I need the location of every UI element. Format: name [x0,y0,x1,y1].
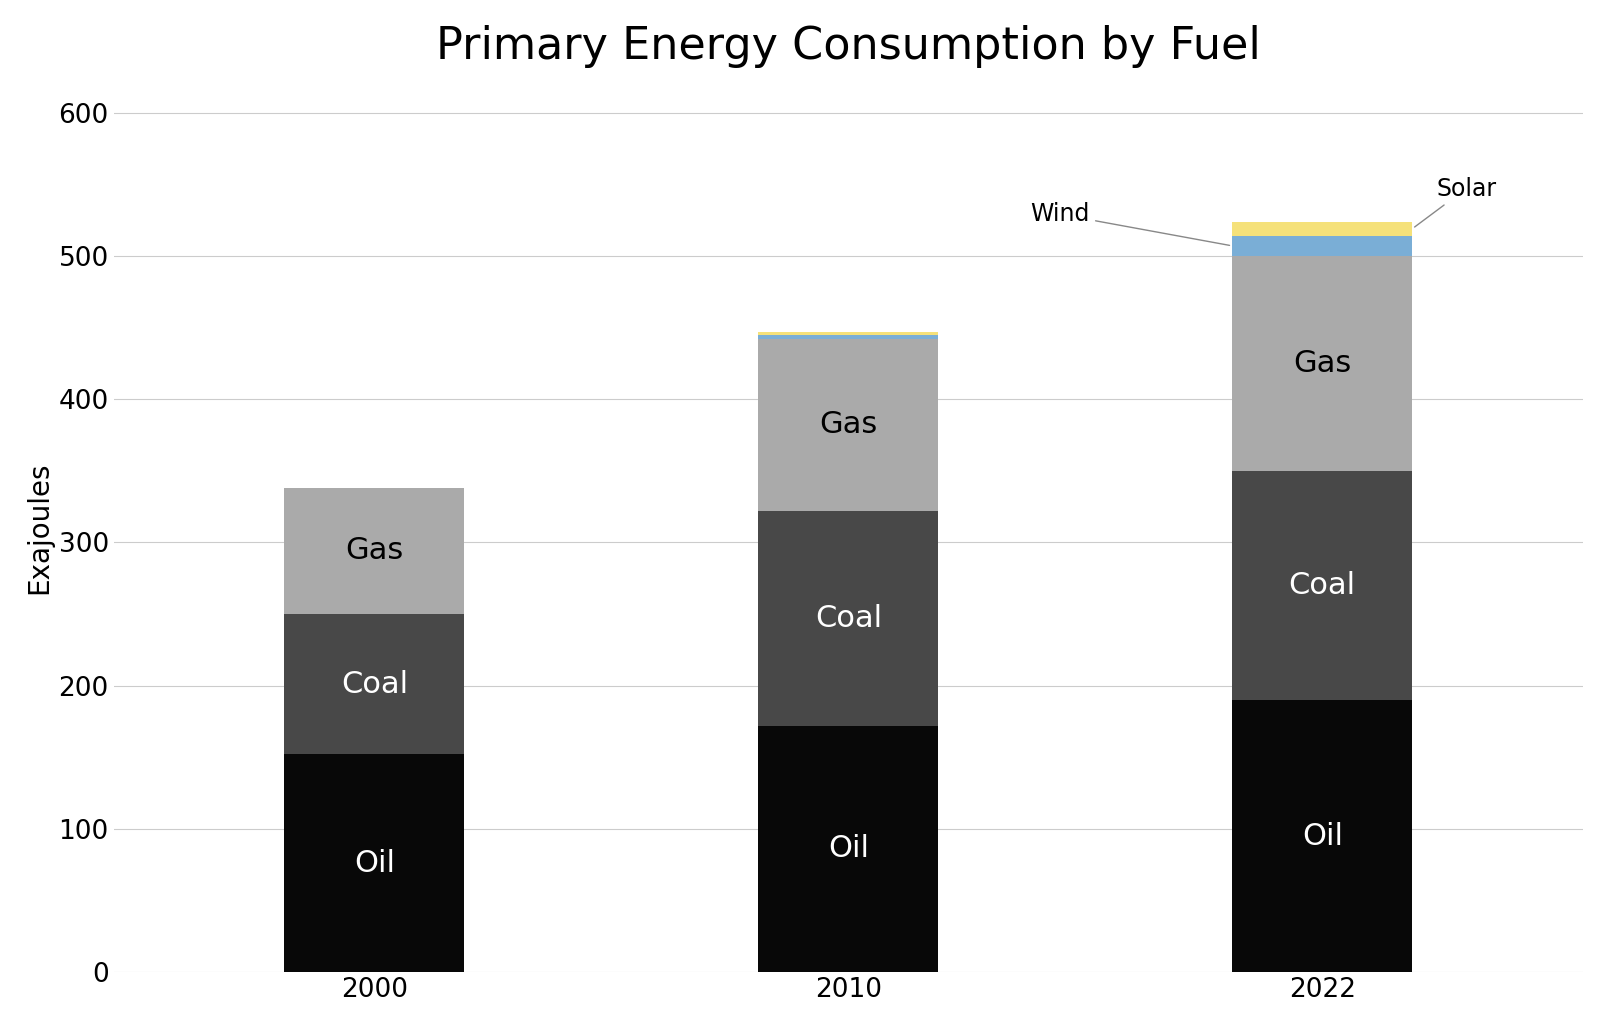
Text: Coal: Coal [1287,571,1355,600]
Y-axis label: Exajoules: Exajoules [26,462,53,594]
Bar [284,488,464,614]
Text: Coal: Coal [341,669,408,699]
Bar [1231,221,1411,235]
Bar [1231,235,1411,256]
Text: Oil: Oil [1302,821,1342,850]
Bar [284,614,464,755]
Bar [759,335,938,339]
Bar [1231,471,1411,700]
Bar [759,339,938,511]
Text: Solar: Solar [1414,177,1495,227]
Bar [759,511,938,726]
Bar [759,332,938,335]
Bar [1231,256,1411,471]
Text: Oil: Oil [354,849,395,878]
Bar [759,726,938,972]
Title: Primary Energy Consumption by Fuel: Primary Energy Consumption by Fuel [435,25,1260,68]
Text: Oil: Oil [828,835,868,864]
Bar [284,755,464,972]
Text: Gas: Gas [346,537,403,565]
Text: Wind: Wind [1030,203,1229,246]
Text: Gas: Gas [818,410,877,439]
Text: Gas: Gas [1292,348,1350,378]
Text: Coal: Coal [815,603,881,633]
Bar [1231,700,1411,972]
